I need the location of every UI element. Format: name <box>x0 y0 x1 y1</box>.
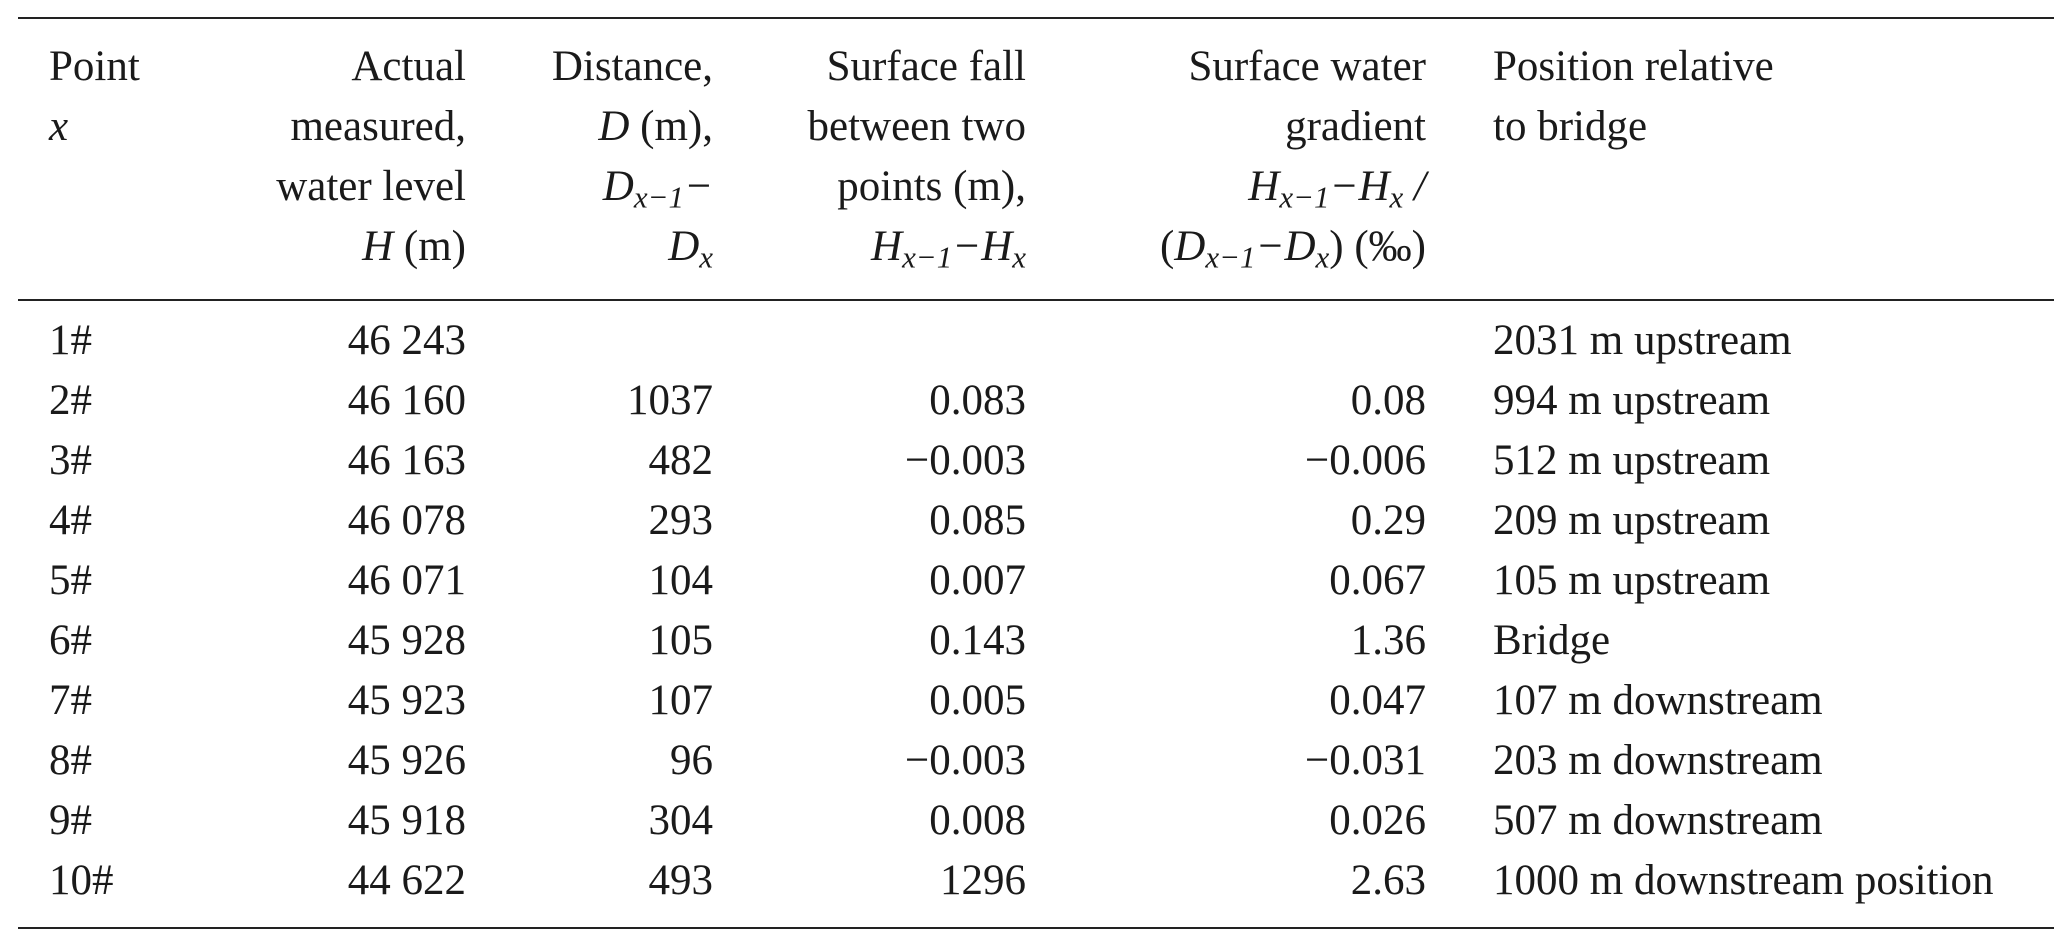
cell-position: 203 m downstream <box>1493 737 1823 784</box>
header-actual-measured: Actual measured, water level H (m) <box>169 37 466 277</box>
header-actual-line4: H (m) <box>362 223 466 270</box>
cell-water-level: 45 923 <box>347 677 466 724</box>
cell-point: 6# <box>49 617 92 664</box>
header-distance: Distance, D (m), Dx−1− Dx <box>466 37 713 277</box>
cell-distance: 482 <box>648 437 714 484</box>
cell-surface-fall: 0.083 <box>929 377 1026 424</box>
cell-gradient: 0.067 <box>1329 557 1426 604</box>
header-point: Point x <box>18 37 169 157</box>
header-surface-fall: Surface fall between two points (m), Hx−… <box>713 37 1026 277</box>
cell-water-level: 45 918 <box>347 797 466 844</box>
cell-distance: 293 <box>648 497 714 544</box>
header-point-line1: Point <box>49 43 140 90</box>
cell-point: 7# <box>49 677 92 724</box>
top-rule <box>18 17 2054 19</box>
header-distance-line2: D (m), <box>598 103 713 150</box>
header-distance-line4: Dx <box>668 223 713 275</box>
cell-point: 4# <box>49 497 92 544</box>
table-row: 1# 46 243 2031 m upstream <box>18 311 2054 371</box>
cell-surface-fall: 0.005 <box>929 677 1026 724</box>
cell-water-level: 45 928 <box>347 617 466 664</box>
cell-distance: 1037 <box>627 377 713 424</box>
header-fall-line1: Surface fall <box>826 43 1026 90</box>
cell-gradient: 0.29 <box>1350 497 1426 544</box>
table-row: 4# 46 078 293 0.085 0.29 209 m upstream <box>18 491 2054 551</box>
cell-point: 8# <box>49 737 92 784</box>
cell-water-level: 44 622 <box>347 857 466 904</box>
header-position-line1: Position relative <box>1493 43 1774 90</box>
cell-gradient: 0.026 <box>1329 797 1426 844</box>
cell-surface-fall: 0.008 <box>929 797 1026 844</box>
table-body: 1# 46 243 2031 m upstream 2# 46 160 1037 0.083… <box>18 311 2054 911</box>
header-fall-line2: between two <box>807 103 1026 150</box>
cell-surface-fall: 1296 <box>940 857 1026 904</box>
header-gradient-line3: Hx−1−Hx / <box>1248 163 1426 215</box>
header-distance-line3: Dx−1− <box>602 163 713 215</box>
header-actual-line1: Actual <box>351 43 466 90</box>
cell-water-level: 46 163 <box>347 437 466 484</box>
header-actual-line2: measured, <box>290 103 466 150</box>
bottom-rule <box>18 927 2054 929</box>
cell-point: 1# <box>49 317 92 364</box>
table-row: 2# 46 160 1037 0.083 0.08 994 m upstream <box>18 371 2054 431</box>
header-position: Position relative to bridge <box>1426 37 2054 157</box>
header-distance-line1: Distance, <box>551 43 713 90</box>
header-gradient-line2: gradient <box>1285 103 1426 150</box>
cell-position: 107 m downstream <box>1493 677 1823 724</box>
header-rule <box>18 299 2054 301</box>
cell-surface-fall: 0.085 <box>929 497 1026 544</box>
cell-point: 5# <box>49 557 92 604</box>
table-row: 5# 46 071 104 0.007 0.067 105 m upstream <box>18 551 2054 611</box>
cell-distance: 493 <box>648 857 714 904</box>
header-position-line2: to bridge <box>1493 103 1648 150</box>
cell-gradient: 2.63 <box>1350 857 1426 904</box>
cell-surface-fall: −0.003 <box>904 437 1026 484</box>
cell-gradient: −0.006 <box>1304 437 1426 484</box>
cell-distance: 107 <box>648 677 714 724</box>
cell-position: 105 m upstream <box>1493 557 1771 604</box>
table-row: 9# 45 918 304 0.008 0.026 507 m downstream <box>18 791 2054 851</box>
cell-position: 1000 m downstream position <box>1493 857 1994 904</box>
cell-position: 994 m upstream <box>1493 377 1771 424</box>
header-fall-line3: points (m), <box>837 163 1026 210</box>
cell-gradient: 1.36 <box>1350 617 1426 664</box>
table-header: Point x Actual measured, water level H (… <box>18 37 2054 277</box>
header-point-line2: x <box>49 103 69 150</box>
cell-distance: 104 <box>648 557 714 604</box>
table-row: 3# 46 163 482 −0.003 −0.006 512 m upstream <box>18 431 2054 491</box>
cell-distance: 96 <box>670 737 713 784</box>
cell-point: 2# <box>49 377 92 424</box>
cell-position: 512 m upstream <box>1493 437 1771 484</box>
cell-point: 10# <box>49 857 114 904</box>
cell-position: 209 m upstream <box>1493 497 1771 544</box>
header-fall-line4: Hx−1−Hx <box>871 223 1026 275</box>
cell-gradient: 0.047 <box>1329 677 1426 724</box>
cell-distance: 304 <box>648 797 714 844</box>
table-row: 10# 44 622 493 1296 2.63 1000 m downstream po… <box>18 851 2054 911</box>
header-actual-line3: water level <box>276 163 466 210</box>
cell-distance: 105 <box>648 617 714 664</box>
cell-gradient: 0.08 <box>1350 377 1426 424</box>
data-table: Point x Actual measured, water level H (… <box>18 17 2054 929</box>
header-surface-gradient: Surface water gradient Hx−1−Hx / (Dx−1−D… <box>1026 37 1426 277</box>
cell-point: 9# <box>49 797 92 844</box>
cell-water-level: 46 160 <box>347 377 466 424</box>
cell-water-level: 46 071 <box>347 557 466 604</box>
cell-gradient: −0.031 <box>1304 737 1426 784</box>
table-row: 8# 45 926 96 −0.003 −0.031 203 m downstream <box>18 731 2054 791</box>
cell-surface-fall: −0.003 <box>904 737 1026 784</box>
header-gradient-line4: (Dx−1−Dx) (‰) <box>1159 223 1426 275</box>
table-row: 6# 45 928 105 0.143 1.36 Bridge <box>18 611 2054 671</box>
table-row: 7# 45 923 107 0.005 0.047 107 m downstream <box>18 671 2054 731</box>
cell-surface-fall: 0.007 <box>929 557 1026 604</box>
cell-water-level: 45 926 <box>347 737 466 784</box>
cell-position: 507 m downstream <box>1493 797 1823 844</box>
cell-surface-fall: 0.143 <box>929 617 1026 664</box>
cell-point: 3# <box>49 437 92 484</box>
cell-water-level: 46 078 <box>347 497 466 544</box>
cell-position: Bridge <box>1493 617 1611 664</box>
header-gradient-line1: Surface water <box>1188 43 1426 90</box>
cell-water-level: 46 243 <box>347 317 466 364</box>
cell-position: 2031 m upstream <box>1493 317 1792 364</box>
